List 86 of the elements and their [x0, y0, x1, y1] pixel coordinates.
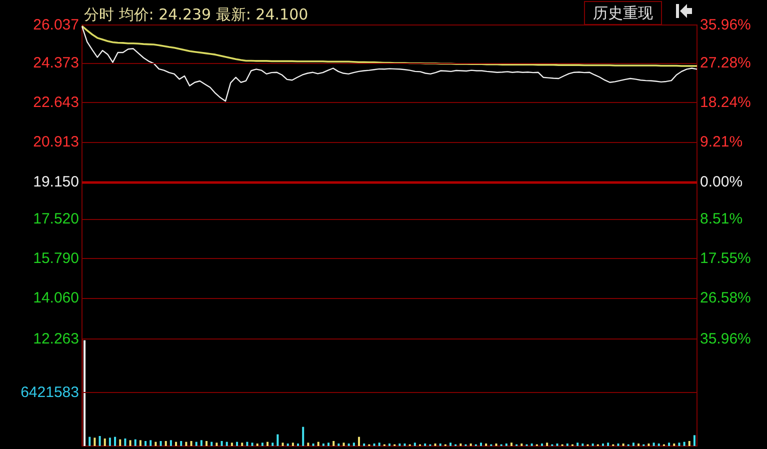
bar	[668, 442, 670, 446]
bar	[282, 442, 284, 446]
bar	[546, 442, 548, 446]
bar	[230, 442, 233, 446]
bar	[652, 442, 655, 446]
bar	[246, 442, 248, 446]
bar	[98, 436, 101, 446]
bar	[210, 442, 213, 446]
bar	[678, 442, 680, 446]
bar	[164, 441, 167, 446]
bar	[241, 442, 244, 446]
bar	[180, 441, 182, 446]
y2-tick-label: 18.24%	[700, 94, 751, 111]
y2-tick-label: 26.58%	[700, 290, 751, 307]
line-series	[81, 25, 698, 67]
bar	[160, 441, 162, 446]
bar	[206, 441, 208, 446]
y2-tick-label: 8.51%	[700, 210, 743, 228]
bar	[236, 442, 238, 446]
bar	[292, 442, 294, 446]
bar	[119, 439, 122, 446]
bar	[632, 442, 634, 446]
bar	[104, 438, 106, 446]
bar	[150, 440, 152, 446]
bar	[302, 426, 304, 446]
line-series	[81, 26, 698, 102]
bar	[108, 438, 111, 446]
bar	[175, 442, 178, 446]
bar	[154, 442, 157, 446]
bar	[480, 442, 482, 446]
bar	[266, 442, 269, 446]
y-tick-label: 15.790	[33, 250, 79, 268]
bar	[332, 441, 335, 446]
y-tick-label: 19.150	[33, 174, 79, 190]
bar	[378, 442, 380, 446]
y-tick-label: 6421583	[20, 384, 79, 401]
bar	[272, 442, 274, 446]
bar	[129, 440, 132, 446]
bar	[251, 442, 254, 446]
bar	[216, 442, 218, 446]
bar	[328, 442, 330, 446]
bar	[576, 442, 579, 446]
y2-tick-label: 9.21%	[700, 133, 743, 150]
bar	[139, 440, 142, 446]
y-tick-label: 24.373	[33, 54, 79, 72]
bar	[352, 442, 355, 446]
bar	[607, 442, 610, 446]
y-tick-label: 22.643	[33, 94, 79, 111]
bar	[114, 436, 116, 446]
bar	[358, 436, 360, 446]
bar	[195, 442, 198, 446]
y2-tick-label: 35.96%	[700, 16, 751, 34]
bar	[510, 442, 512, 446]
bar	[190, 441, 192, 446]
y2-tick-label: 17.55%	[700, 250, 751, 268]
bar	[449, 442, 452, 446]
bar	[226, 442, 228, 446]
bar	[124, 438, 126, 446]
bar	[144, 441, 147, 446]
bar	[307, 442, 310, 446]
bar	[134, 439, 136, 446]
bar	[94, 438, 96, 446]
y-tick-label: 17.520	[33, 210, 79, 228]
y2-tick-label: 0.00%	[700, 174, 743, 190]
y2-tick-label: 27.28%	[700, 54, 751, 72]
y-tick-label: 20.913	[33, 133, 79, 150]
bar	[185, 442, 188, 446]
chart-title: 分时 均价: 24.239 最新: 24.100	[84, 6, 308, 24]
y-tick-label: 14.060	[33, 290, 79, 307]
bar	[688, 441, 690, 446]
y-tick-label: 26.037	[33, 16, 79, 34]
text: 历史重现	[584, 1, 662, 25]
y-tick-label: 12.263	[33, 330, 79, 348]
bar	[342, 442, 345, 446]
bar	[317, 442, 320, 446]
bar	[170, 440, 172, 446]
bar	[683, 442, 686, 446]
bar	[414, 442, 416, 446]
bar	[261, 442, 264, 446]
bar	[276, 434, 279, 446]
bar	[84, 340, 86, 446]
bar	[693, 435, 696, 446]
bar	[220, 441, 223, 446]
bar	[200, 440, 202, 446]
y2-tick-label: 35.96%	[700, 330, 751, 348]
bar	[88, 436, 91, 446]
